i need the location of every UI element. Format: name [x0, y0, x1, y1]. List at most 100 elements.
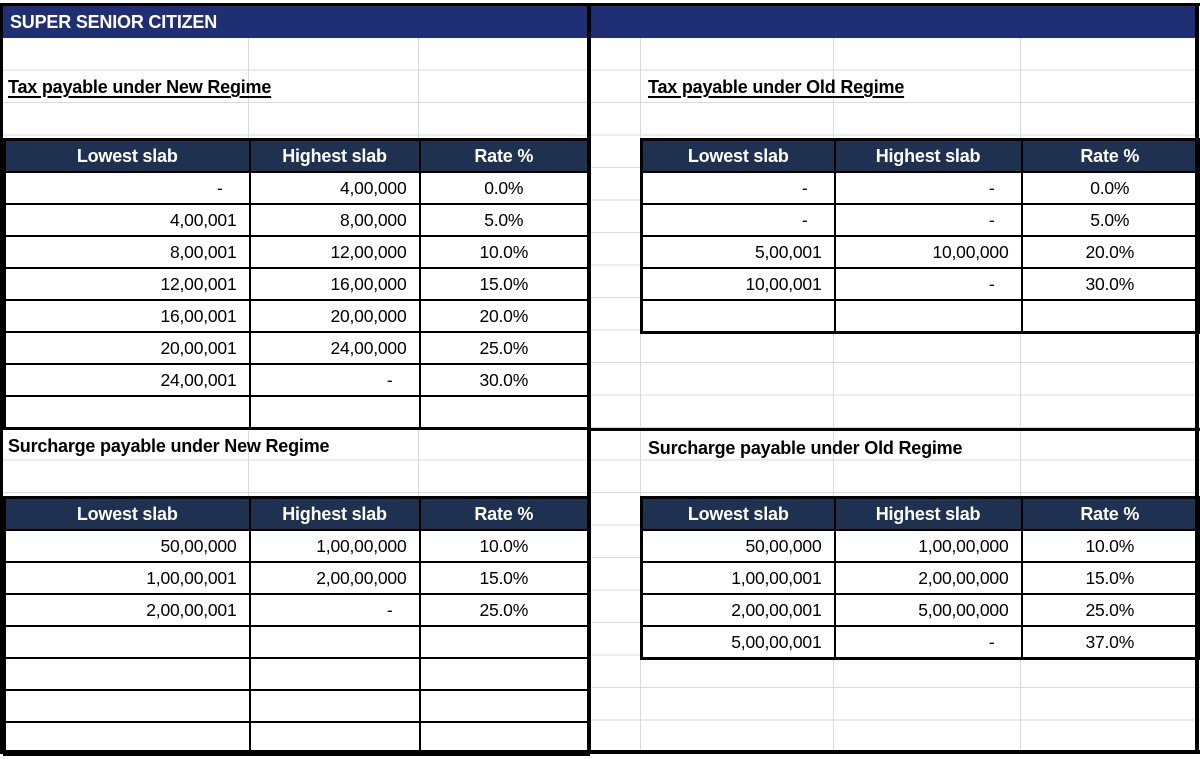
cell [1020, 299, 1200, 334]
column-header: Rate % [418, 496, 590, 531]
table-row: 20,00,001 24,00,000 25.0% [3, 331, 590, 365]
cell: - [833, 203, 1023, 237]
cell: 50,00,000 [3, 529, 251, 563]
cell: - [640, 203, 836, 237]
cell: - [833, 625, 1023, 660]
cell: - [3, 171, 251, 205]
column-header: Highest slab [248, 496, 421, 531]
cell: - [640, 171, 836, 205]
gridline [640, 38, 641, 750]
table-row: 16,00,001 20,00,000 20.0% [3, 299, 590, 333]
table-row: 12,00,001 16,00,000 15.0% [3, 267, 590, 301]
cell: 16,00,000 [248, 267, 421, 301]
sheet-title-banner: SUPER SENIOR CITIZEN [3, 6, 587, 38]
border-center-divider [587, 3, 591, 754]
header-row: Lowest slab Highest slab Rate % [640, 138, 1200, 173]
table-row: 2,00,00,001-25.0% [3, 593, 590, 627]
column-header: Lowest slab [640, 138, 836, 173]
column-header: Rate % [1020, 138, 1200, 173]
cell: - [248, 363, 421, 397]
column-header: Rate % [418, 138, 590, 173]
cell: 5,00,00,000 [833, 593, 1023, 627]
cell: 0.0% [418, 171, 590, 205]
cell: 10.0% [1020, 529, 1200, 563]
cell: 37.0% [1020, 625, 1200, 660]
table-row: - -0.0% [640, 171, 1200, 205]
cell: 4,00,001 [3, 203, 251, 237]
cell: 20.0% [1020, 235, 1200, 269]
border-surcharge-section [587, 428, 1200, 431]
gridline [1020, 38, 1021, 750]
cell: 5,00,001 [640, 235, 836, 269]
cell: 20.0% [418, 299, 590, 333]
cell: 15.0% [418, 561, 590, 595]
empty-row [3, 657, 590, 691]
border-left [0, 3, 3, 754]
cell [833, 299, 1023, 334]
cell: 4,00,000 [248, 171, 421, 205]
tax-old-regime-table: Lowest slab Highest slab Rate % - -0.0% - -5.0… [640, 138, 1200, 334]
cell [418, 395, 590, 430]
table-row: 50,00,000 1,00,00,000 10.0% [3, 529, 590, 563]
cell: 1,00,00,000 [248, 529, 421, 563]
cell: 10,00,001 [640, 267, 836, 301]
table-row: 5,00,00,001-37.0% [640, 625, 1200, 660]
cell: 12,00,001 [3, 267, 251, 301]
cell: - [833, 171, 1023, 205]
surcharge-old-regime-table: Lowest slab Highest slab Rate % 50,00,000 1,… [640, 496, 1200, 660]
section-title-tax-old: Tax payable under Old Regime [648, 77, 905, 97]
cell: 10.0% [418, 235, 590, 269]
cell [3, 395, 251, 430]
table-row: 4,00,001 8,00,000 5.0% [3, 203, 590, 237]
cell: 20,00,001 [3, 331, 251, 365]
column-header: Highest slab [248, 138, 421, 173]
table-row: 24,00,001-30.0% [3, 363, 590, 397]
table-row: - -5.0% [640, 203, 1200, 237]
column-header: Lowest slab [3, 138, 251, 173]
column-header: Highest slab [833, 496, 1023, 531]
cell: 8,00,001 [3, 235, 251, 269]
cell [3, 689, 251, 723]
table-row: 8,00,001 12,00,000 10.0% [3, 235, 590, 269]
cell [248, 657, 421, 691]
cell: 0.0% [1020, 171, 1200, 205]
empty-row [3, 395, 590, 430]
cell [3, 625, 251, 659]
cell: 20,00,000 [248, 299, 421, 333]
cell: 1,00,00,001 [3, 561, 251, 595]
cell: 30.0% [418, 363, 590, 397]
section-title-tax-new: Tax payable under New Regime [8, 77, 272, 97]
cell: - [248, 593, 421, 627]
cell: 5.0% [1020, 203, 1200, 237]
cell: 2,00,00,000 [833, 561, 1023, 595]
cell: 8,00,000 [248, 203, 421, 237]
table-row: 10,00,001-30.0% [640, 267, 1200, 301]
header-row: Lowest slab Highest slab Rate % [3, 138, 590, 173]
cell: 1,00,00,000 [833, 529, 1023, 563]
cell: - [833, 267, 1023, 301]
cell [418, 657, 590, 691]
cell: 2,00,00,000 [248, 561, 421, 595]
cell: 2,00,00,001 [640, 593, 836, 627]
cell: 25.0% [418, 331, 590, 365]
table-row: 1,00,00,001 2,00,00,000 15.0% [3, 561, 590, 595]
border-bottom [0, 750, 1200, 754]
cell: 2,00,00,001 [3, 593, 251, 627]
surcharge-new-regime-table: Lowest slab Highest slab Rate % 50,00,000 1,… [3, 496, 590, 756]
table-row: 1,00,00,001 2,00,00,000 15.0% [640, 561, 1200, 595]
cell: 25.0% [418, 593, 590, 627]
column-header: Rate % [1020, 496, 1200, 531]
cell [248, 689, 421, 723]
cell [418, 625, 590, 659]
border-top [0, 3, 1200, 6]
cell: 50,00,000 [640, 529, 836, 563]
cell: 5.0% [418, 203, 590, 237]
column-header: Lowest slab [3, 496, 251, 531]
cell: 5,00,00,001 [640, 625, 836, 660]
empty-row [3, 689, 590, 723]
cell: 1,00,00,001 [640, 561, 836, 595]
cell [248, 625, 421, 659]
table-row: -4,00,000 0.0% [3, 171, 590, 205]
section-title-surcharge-new: Surcharge payable under New Regime [8, 436, 330, 456]
